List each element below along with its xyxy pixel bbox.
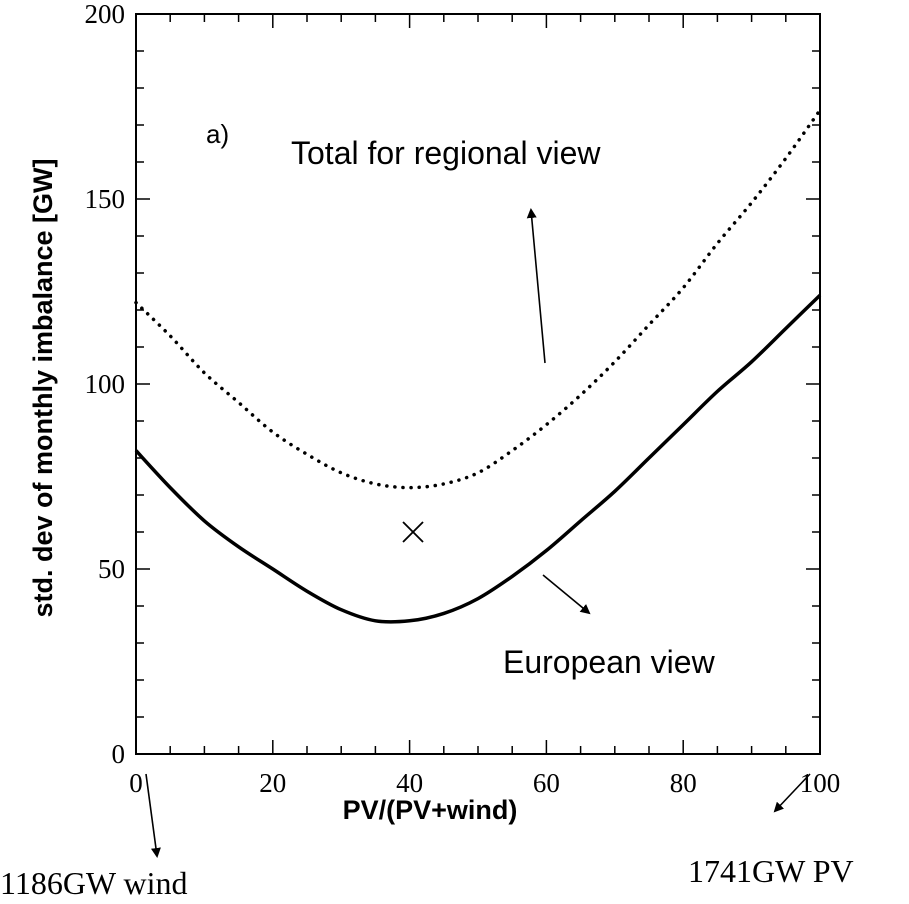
european-view-label: European view [503, 644, 716, 680]
y-axis-title: std. dev of monthly imbalance [GW] [28, 158, 58, 617]
marker-layer [402, 521, 424, 543]
wind-endpoint-arrow [145, 773, 161, 858]
panel-label: a) [206, 119, 229, 149]
x-tick-label: 20 [259, 768, 286, 798]
x-axis-ticks [135, 14, 821, 754]
x-tick-label: 0 [129, 768, 143, 798]
x-axis-title: PV/(PV+wind) [343, 795, 518, 825]
x-tick-label: 60 [533, 768, 560, 798]
total-regional-view-label: Total for regional view [291, 135, 601, 171]
series-layer [134, 108, 822, 624]
series-line-solid [134, 293, 822, 624]
total-regional-arrow [526, 208, 546, 364]
y-axis-ticks [136, 13, 820, 755]
pv-endpoint-arrow [773, 773, 811, 813]
plot-frame [135, 13, 821, 755]
y-tick-label: 100 [85, 369, 126, 399]
x-tick-label: 100 [800, 768, 841, 798]
y-tick-label: 150 [85, 184, 126, 214]
x-tick-label: 40 [396, 768, 423, 798]
x-axis-tick-labels: 0 20 40 60 80 100 [129, 768, 840, 798]
european-view-arrow [542, 574, 591, 615]
pv-endpoint-label: 1741GW PV [688, 853, 854, 889]
wind-endpoint-label: 1186GW wind [0, 865, 188, 901]
y-tick-label: 50 [98, 554, 125, 584]
y-tick-label: 0 [112, 739, 126, 769]
x-marker [402, 521, 424, 543]
plot-area-border [135, 13, 821, 755]
y-tick-label: 200 [85, 0, 126, 29]
x-tick-label: 80 [670, 768, 697, 798]
y-axis-tick-labels: 0 50 100 150 200 [85, 0, 126, 769]
